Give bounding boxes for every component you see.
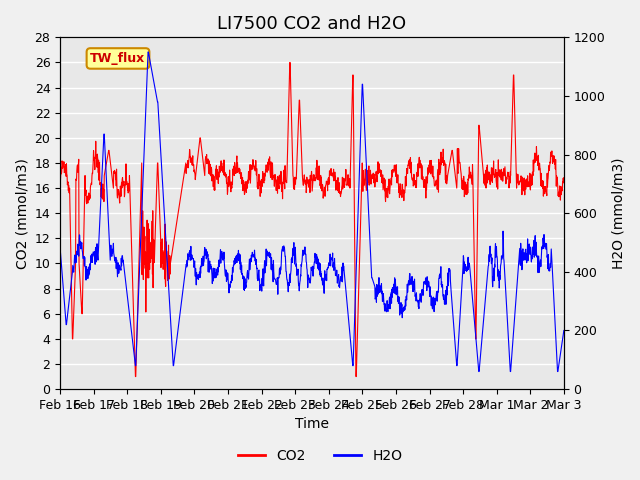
H2O [66,294,74,300]
H2O [56,246,64,252]
Line: H2O: H2O [60,52,564,372]
CO2 [66,185,74,191]
Title: LI7500 CO2 and H2O: LI7500 CO2 and H2O [218,15,406,33]
Text: TW_flux: TW_flux [90,52,146,65]
CO2 [315,177,323,182]
CO2 [147,259,154,265]
CO2 [132,373,140,379]
H2O [475,369,483,374]
Legend: CO2, H2O: CO2, H2O [232,443,408,468]
CO2 [284,122,292,128]
H2O [404,289,412,295]
X-axis label: Time: Time [295,418,329,432]
H2O [528,256,536,262]
Y-axis label: H2O (mmol/m3): H2O (mmol/m3) [611,157,625,269]
CO2 [286,60,294,65]
H2O [560,328,568,334]
H2O [314,256,322,262]
CO2 [560,175,568,180]
H2O [284,289,292,295]
Line: CO2: CO2 [60,62,564,376]
CO2 [404,162,412,168]
CO2 [528,182,536,188]
Y-axis label: CO2 (mmol/m3): CO2 (mmol/m3) [15,158,29,269]
CO2 [56,177,64,182]
H2O [147,61,154,67]
H2O [144,49,152,55]
